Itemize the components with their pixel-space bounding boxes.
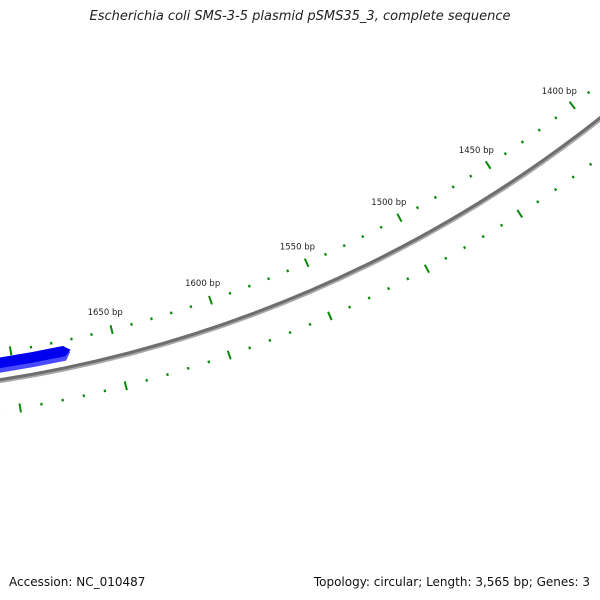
major-tick-inner [396,213,403,223]
minor-tick-outer [406,277,410,281]
minor-tick-outer [499,223,504,227]
minor-tick-inner [433,195,438,200]
minor-tick-outer [308,322,312,327]
minor-tick-outer [248,346,252,350]
minor-tick-outer [103,389,107,393]
minor-tick-inner [361,234,365,239]
minor-tick-outer [386,286,391,291]
minor-tick-inner [586,90,591,95]
minor-tick-outer [268,338,272,342]
accession-label: Accession: NC_010487 [9,575,146,589]
minor-tick-outer [186,366,190,370]
tick-label: 1600 bp [185,279,220,289]
gene-arrow[interactable] [0,345,71,384]
minor-tick-inner [379,225,383,229]
minor-tick-inner [49,341,53,345]
tick-label: 1400 bp [542,87,577,97]
major-tick-inner [303,258,310,268]
tick-label: 1450 bp [459,146,494,156]
tick-label: 1550 bp [280,242,315,252]
minor-tick-inner [150,317,153,321]
major-tick-outer [226,350,232,360]
minor-tick-inner [169,311,173,315]
minor-tick-outer [536,200,540,204]
minor-tick-outer [166,372,169,377]
minor-tick-outer [145,378,149,382]
minor-tick-outer [288,330,292,335]
minor-tick-inner [469,174,473,178]
minor-tick-inner [228,291,232,295]
minor-tick-inner [415,206,420,210]
minor-tick-inner [554,116,558,120]
minor-tick-inner [503,151,508,156]
minor-tick-outer [61,398,65,402]
minor-tick-inner [537,128,541,132]
minor-tick-inner [70,337,73,341]
major-tick-outer [123,381,128,391]
minor-tick-inner [267,277,271,281]
major-tick-outer [423,264,430,274]
minor-tick-inner [189,305,193,309]
backbone-shadow [0,115,600,384]
major-tick-inner [484,160,492,170]
minor-tick-outer [481,234,485,239]
major-tick-inner [208,295,213,305]
major-tick-inner [109,324,114,335]
topology-summary: Topology: circular; Length: 3,565 bp; Ge… [313,575,590,589]
tick-label: 1500 bp [371,198,406,208]
minor-tick-inner [247,284,251,288]
tick-label: 1650 bp [88,308,123,318]
minor-tick-inner [323,252,328,257]
minor-tick-inner [286,269,290,273]
minor-tick-inner [342,243,346,248]
major-tick-outer [18,403,22,413]
major-tick-inner [8,346,13,356]
tick-labels: 1400 bp 1450 bp 1500 bp 1550 bp 1600 bp 1650 … [88,87,577,318]
minor-tick-outer [82,394,86,398]
major-tick-outer [516,209,524,219]
minor-tick-outer [444,256,448,260]
plasmid-backbone [0,115,600,382]
minor-tick-inner [451,185,455,189]
major-tick-inner [568,101,576,110]
tick-marks [0,90,593,413]
minor-tick-outer [588,162,593,167]
minor-tick-inner [130,322,133,326]
map-title: Escherichia coli SMS-3-5 plasmid pSMS35_… [89,9,511,24]
minor-tick-outer [207,360,211,364]
minor-tick-inner [90,332,93,336]
minor-tick-inner [520,140,525,144]
minor-tick-outer [571,175,575,179]
minor-tick-outer [462,245,467,250]
minor-tick-outer [553,187,558,192]
minor-tick-outer [367,296,371,300]
major-tick-outer [327,311,333,321]
minor-tick-outer [348,305,352,309]
